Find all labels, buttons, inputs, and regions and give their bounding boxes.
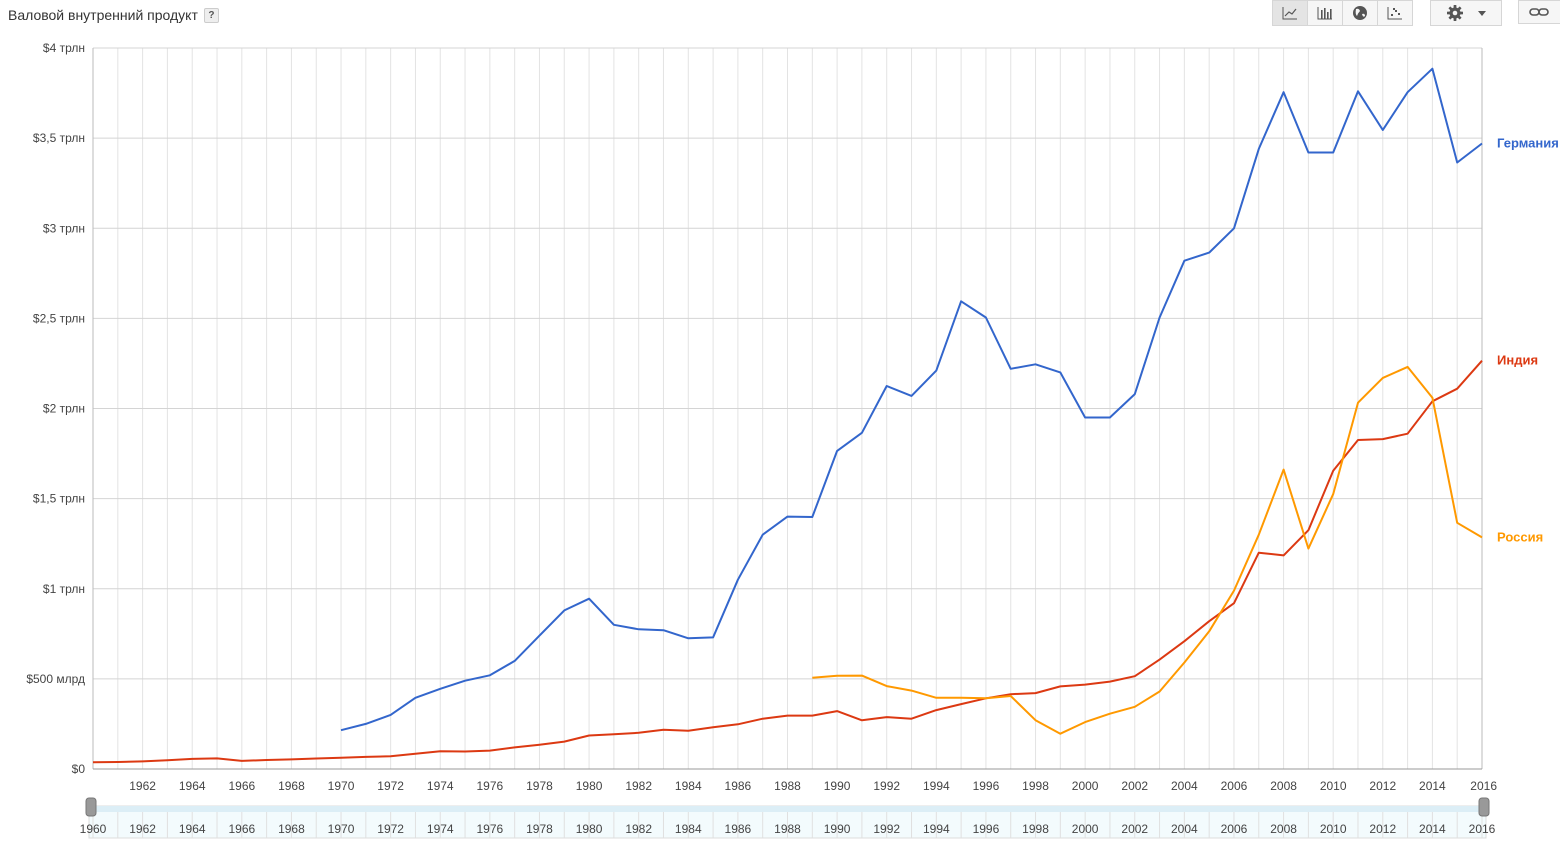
navigator-tick-label: 1988 <box>774 822 801 836</box>
x-tick-label: 2012 <box>1369 779 1396 793</box>
navigator-tick-label: 2008 <box>1270 822 1297 836</box>
navigator-tick-label: 2010 <box>1320 822 1347 836</box>
navigator-tick-label: 1964 <box>179 822 206 836</box>
y-tick-label: $1 трлн <box>43 582 85 596</box>
y-tick-label: $2,5 трлн <box>33 311 85 325</box>
link-icon <box>1529 8 1549 16</box>
navigator-tick-label: 1992 <box>873 822 900 836</box>
x-tick-label: 1982 <box>625 779 652 793</box>
y-axis: $0 $500 млрд $1 трлн $1,5 трлн $2 трлн $2,5 т… <box>26 41 85 776</box>
navigator-tick-label: 2006 <box>1221 822 1248 836</box>
bar-chart-button[interactable] <box>1307 0 1343 26</box>
navigator-tick-label: 1998 <box>1022 822 1049 836</box>
navigator-tick-label: 1970 <box>328 822 355 836</box>
x-tick-label: 1990 <box>824 779 851 793</box>
settings-button[interactable] <box>1430 0 1502 26</box>
navigator-tick-label: 1986 <box>725 822 752 836</box>
x-tick-label: 1962 <box>129 779 156 793</box>
time-range-navigator[interactable]: 1960 1962 1964 1966 1968 1970 1972 1974 1976 1978… <box>80 797 1496 839</box>
y-tick-label: $3 трлн <box>43 221 85 235</box>
navigator-tick-label: 2014 <box>1419 822 1446 836</box>
caret-down-icon <box>1478 10 1486 16</box>
x-tick-label: 1970 <box>328 779 355 793</box>
x-tick-label: 2014 <box>1419 779 1446 793</box>
x-tick-label: 1992 <box>873 779 900 793</box>
link-button[interactable] <box>1518 0 1560 24</box>
x-tick-label: 2004 <box>1171 779 1198 793</box>
series-layer <box>92 67 1483 764</box>
x-tick-label: 2008 <box>1270 779 1297 793</box>
navigator-tick-label: 1994 <box>923 822 950 836</box>
x-tick-label: 2002 <box>1121 779 1148 793</box>
x-tick-label: 1972 <box>377 779 404 793</box>
navigator-tick-label: 1980 <box>576 822 603 836</box>
navigator-tick-label: 1972 <box>377 822 404 836</box>
series-line-Индия <box>92 360 1483 764</box>
navigator-tick-label: 1990 <box>824 822 851 836</box>
navigator-tick-label: 1962 <box>129 822 156 836</box>
navigator-tick-label: 1978 <box>526 822 553 836</box>
navigator-tick-label: 2002 <box>1121 822 1148 836</box>
y-tick-label: $1,5 трлн <box>33 492 85 506</box>
navigator-tick-label: 2004 <box>1171 822 1198 836</box>
chart-title: Валовой внутренний продукт <box>8 7 198 23</box>
x-tick-label: 1996 <box>973 779 1000 793</box>
help-icon[interactable]: ? <box>203 7 219 23</box>
series-label-Индия: Индия <box>1497 353 1538 368</box>
navigator-selection-bar <box>89 806 1486 812</box>
series-labels: Германия Индия Россия <box>1497 136 1559 545</box>
navigator-tick-label: 1982 <box>625 822 652 836</box>
x-tick-label: 2006 <box>1221 779 1248 793</box>
x-tick-label: 1984 <box>675 779 702 793</box>
x-tick-label: 1966 <box>228 779 255 793</box>
x-tick-label: 1986 <box>725 779 752 793</box>
line-chart-icon <box>1282 7 1297 20</box>
x-tick-label: 1994 <box>923 779 950 793</box>
series-label-Россия: Россия <box>1497 529 1543 544</box>
chart-type-toolbar <box>1272 0 1413 26</box>
navigator-tick-label: 1996 <box>973 822 1000 836</box>
x-tick-label: 2000 <box>1072 779 1099 793</box>
y-tick-label: $0 <box>72 762 86 776</box>
x-tick-label: 1980 <box>576 779 603 793</box>
y-tick-label: $4 трлн <box>43 41 85 55</box>
bar-chart-icon <box>1317 7 1332 20</box>
x-tick-label: 1988 <box>774 779 801 793</box>
x-tick-label: 1976 <box>477 779 504 793</box>
y-tick-label: $500 млрд <box>26 672 85 686</box>
navigator-tick-label: 1976 <box>477 822 504 836</box>
navigator-tick-label: 1984 <box>675 822 702 836</box>
x-tick-label: 1998 <box>1022 779 1049 793</box>
navigator-tick-label: 1968 <box>278 822 305 836</box>
grid-layer <box>92 47 1483 770</box>
scatter-button[interactable] <box>1377 0 1413 26</box>
y-tick-label: $3,5 трлн <box>33 131 85 145</box>
x-tick-label: 1964 <box>179 779 206 793</box>
series-label-Германия: Германия <box>1497 136 1559 151</box>
x-tick-label: 1978 <box>526 779 553 793</box>
globe-icon <box>1353 6 1367 20</box>
x-tick-label: 2016 <box>1470 779 1497 793</box>
x-tick-label: 2010 <box>1320 779 1347 793</box>
navigator-tick-label: 1966 <box>228 822 255 836</box>
range-handle-end[interactable] <box>1478 797 1490 817</box>
x-tick-label: 1974 <box>427 779 454 793</box>
y-tick-label: $2 трлн <box>43 402 85 416</box>
navigator-tick-label: 2012 <box>1369 822 1396 836</box>
x-tick-label: 1968 <box>278 779 305 793</box>
navigator-tick-label: 2016 <box>1469 822 1496 836</box>
chart-header: Валовой внутренний продукт ? <box>8 4 219 26</box>
navigator-tick-label: 1960 <box>80 822 107 836</box>
series-line-Германия <box>340 67 1483 732</box>
x-axis: 1962 1964 1966 1968 1970 1972 1974 1976 1978 1980… <box>129 779 1497 793</box>
range-handle-start[interactable] <box>85 797 97 817</box>
gear-icon <box>1447 5 1463 21</box>
navigator-tick-label: 1974 <box>427 822 454 836</box>
navigator-tick-label: 2000 <box>1072 822 1099 836</box>
scatter-chart-icon <box>1387 7 1402 20</box>
series-line-Россия <box>812 365 1483 735</box>
